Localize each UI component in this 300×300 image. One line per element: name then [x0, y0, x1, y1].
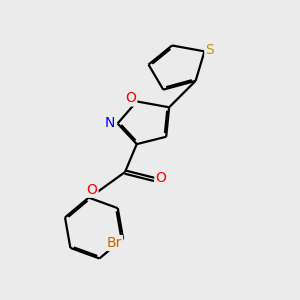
Text: S: S [206, 43, 214, 57]
Text: O: O [155, 171, 166, 185]
Text: N: N [105, 116, 116, 130]
Text: O: O [87, 183, 98, 197]
Text: O: O [125, 92, 136, 106]
Text: Br: Br [106, 236, 122, 250]
